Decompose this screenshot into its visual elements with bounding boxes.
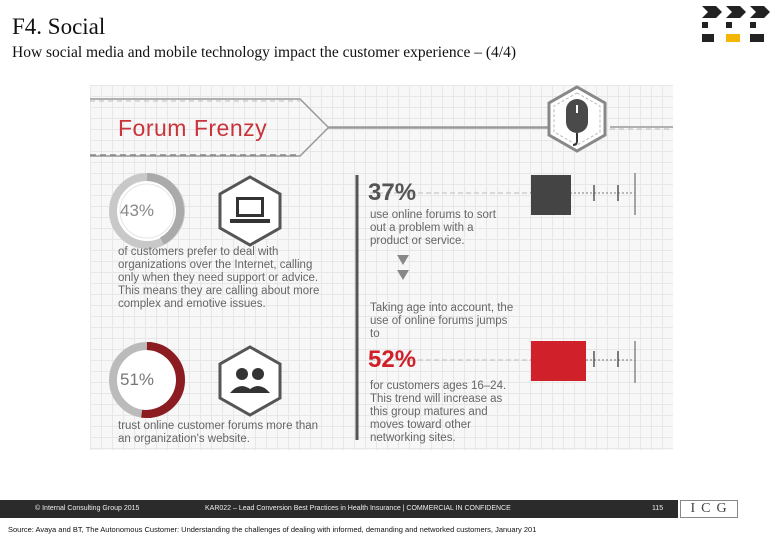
company-logo — [702, 6, 770, 42]
footer-document: KAR022 – Lead Conversion Best Practices … — [205, 505, 511, 512]
laptop-icon — [218, 175, 282, 247]
stat-43-text: of customers prefer to deal with organiz… — [118, 246, 320, 310]
stat-37-text: use online forums to sort out a problem … — [370, 209, 496, 247]
stat-51-text: trust online customer forums more than a… — [118, 420, 319, 445]
down-arrows — [397, 255, 409, 280]
age-transition-text: Taking age into account, the use of onli… — [370, 302, 514, 340]
forum-heading: Forum Frenzy — [118, 115, 268, 141]
bar-52 — [531, 341, 586, 381]
stat-51-percent: 51% — [120, 370, 155, 389]
stat-37-percent: 37% — [368, 179, 417, 206]
mouse-icon — [547, 85, 607, 153]
stat-43-percent: 43% — [120, 201, 155, 220]
footer-bar — [0, 500, 678, 518]
stat-52-text: for customers ages 16–24. This trend wil… — [370, 380, 507, 444]
progress-ring-43 — [109, 173, 185, 249]
header-outline — [90, 98, 548, 128]
bar-37 — [531, 175, 571, 215]
people-icon — [218, 345, 282, 417]
icg-logo: ICG — [680, 500, 738, 518]
stat-52-percent: 52% — [368, 346, 417, 373]
slide-subtitle: How social media and mobile technology i… — [12, 44, 517, 61]
footer-copyright: © Internal Consulting Group 2015 — [35, 505, 140, 512]
source-note: Source: Avaya and BT, The Autonomous Cus… — [8, 525, 537, 534]
progress-ring-51 — [108, 342, 185, 418]
slide-title: F4. Social — [12, 14, 106, 39]
infographic-panel: Forum Frenzy 43% of customers prefer to … — [90, 85, 673, 450]
page-number: 115 — [652, 505, 664, 512]
